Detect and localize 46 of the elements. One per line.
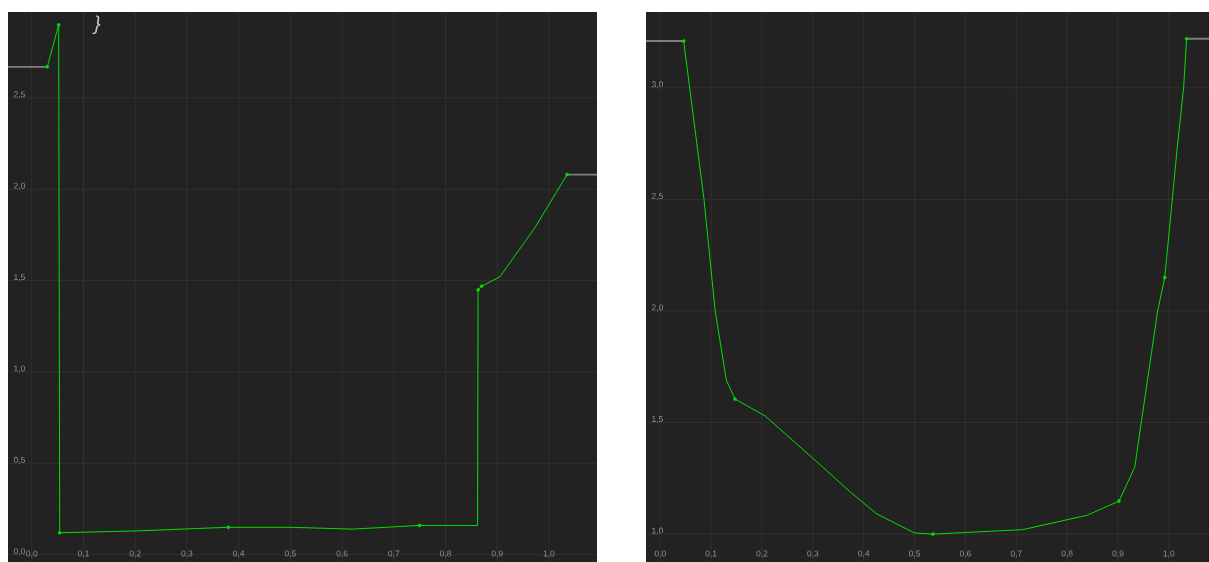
y-tick-label: 2,5 — [651, 192, 663, 200]
y-tick-label: 2,5 — [13, 91, 25, 99]
x-tick-label: 0,8 — [1061, 550, 1073, 558]
point — [1184, 36, 1189, 41]
point — [931, 532, 935, 536]
y-tick-label: 1,5 — [652, 416, 663, 424]
point — [45, 65, 50, 69]
x-tick-label: 0,2 — [129, 550, 141, 558]
y-tick-label: 1,0 — [652, 527, 663, 535]
x-tick-label: 0,6 — [336, 550, 348, 558]
point — [733, 397, 737, 401]
x-tick-label: 0,5 — [908, 550, 921, 558]
y-tick-label: 2,0 — [13, 182, 25, 190]
point — [226, 525, 231, 530]
y-tick-label: 1,0 — [14, 365, 25, 373]
x-tick-label: 0,7 — [1010, 550, 1022, 558]
y-tick-label: 1,5 — [14, 274, 25, 282]
x-tick-label: 0,3 — [807, 550, 819, 558]
x-tick-label: 1,0 — [1163, 550, 1175, 558]
point — [681, 39, 686, 43]
point — [57, 530, 62, 535]
x-tick-label: 0,0 — [26, 550, 38, 558]
x-tick-label: 0,8 — [439, 550, 452, 558]
y-tick-label: 2,0 — [651, 304, 663, 312]
point — [1117, 499, 1121, 503]
x-tick-label: 0,4 — [233, 550, 245, 558]
point — [1162, 275, 1167, 280]
point — [479, 284, 484, 288]
x-tick-label: 0,1 — [705, 550, 717, 558]
x-tick-label: 0,9 — [1112, 550, 1124, 558]
y-tick-label: 3,0 — [651, 81, 663, 89]
point — [56, 22, 61, 27]
annotation: } — [92, 15, 101, 35]
point — [476, 287, 480, 292]
x-tick-label: 0,5 — [284, 550, 296, 558]
point — [417, 523, 422, 528]
x-tick-label: 0,1 — [77, 550, 89, 558]
x-tick-label: 0,3 — [181, 550, 193, 558]
x-tick-label: 0,4 — [858, 550, 870, 558]
x-tick-label: 0,7 — [388, 550, 400, 558]
y-tick-label: 0,5 — [13, 456, 25, 464]
point — [565, 172, 569, 177]
x-tick-label: 0,2 — [756, 550, 768, 558]
x-tick-label: 0,6 — [959, 550, 971, 558]
x-tick-label: 1,0 — [543, 550, 555, 558]
x-tick-label: 0,9 — [491, 550, 503, 558]
